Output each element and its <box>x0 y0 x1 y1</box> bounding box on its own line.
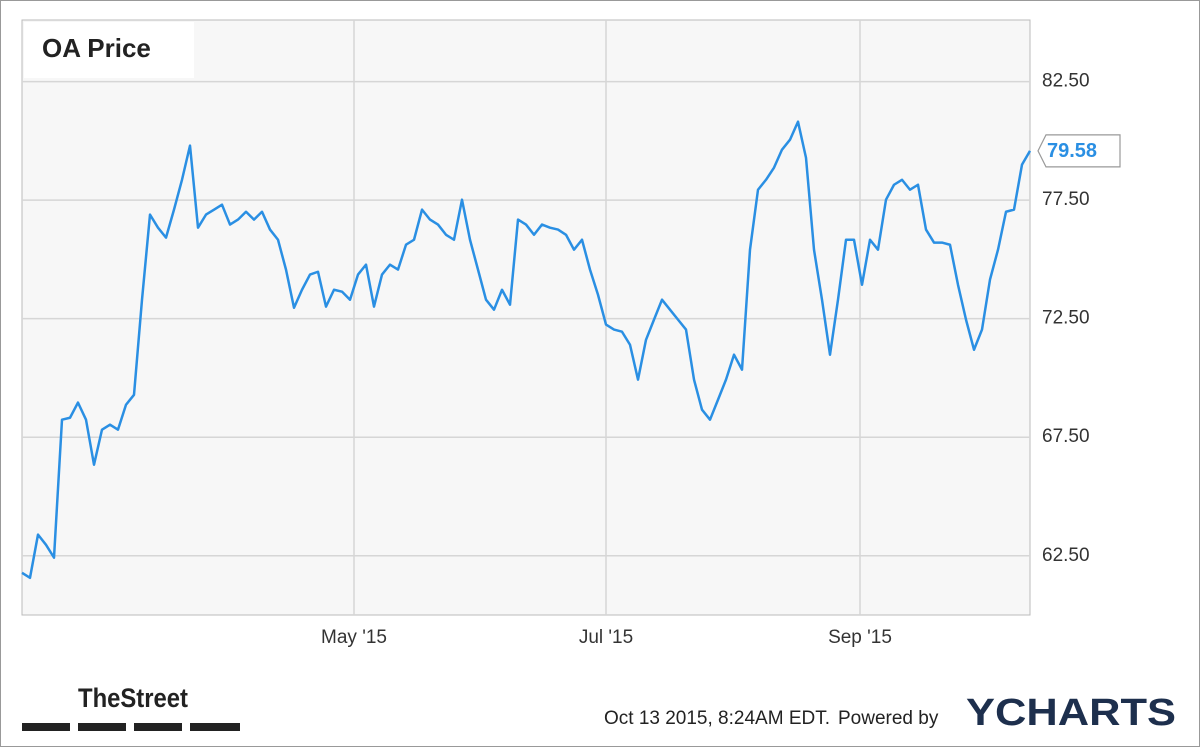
title-box <box>24 22 194 78</box>
last-value-text: 79.58 <box>1047 140 1097 162</box>
y-tick-label: 82.50 <box>1042 71 1090 92</box>
plot-area <box>21 19 1031 616</box>
y-tick-label: 77.50 <box>1042 189 1090 210</box>
y-tick-label: 62.50 <box>1042 545 1090 566</box>
brand-ycharts: YCHARTS <box>966 692 1176 734</box>
y-tick-label: 67.50 <box>1042 426 1090 447</box>
logo-bar <box>134 723 182 731</box>
x-tick-label: May '15 <box>321 627 387 648</box>
logo-bar <box>22 723 70 731</box>
logo-bar <box>190 723 240 731</box>
price-line <box>21 120 1032 580</box>
x-tick-label: Sep '15 <box>828 627 892 648</box>
powered-by: Powered by <box>838 708 939 729</box>
grid: 62.50 67.50 72.50 77.50 82.50 May '15 Jul '15 S… <box>22 20 1090 648</box>
last-value-box <box>1037 134 1121 168</box>
last-value-label: 79.58 <box>1037 134 1121 168</box>
chart-title: OA Price <box>42 33 151 63</box>
y-tick-label: 72.50 <box>1042 308 1090 329</box>
timestamp: Oct 13 2015, 8:24AM EDT. <box>604 708 830 729</box>
logo-bar <box>78 723 126 731</box>
logo-thestreet: TheStreet <box>78 683 188 713</box>
x-tick-label: Jul '15 <box>579 627 633 648</box>
marks: 79.58 <box>21 120 1121 580</box>
